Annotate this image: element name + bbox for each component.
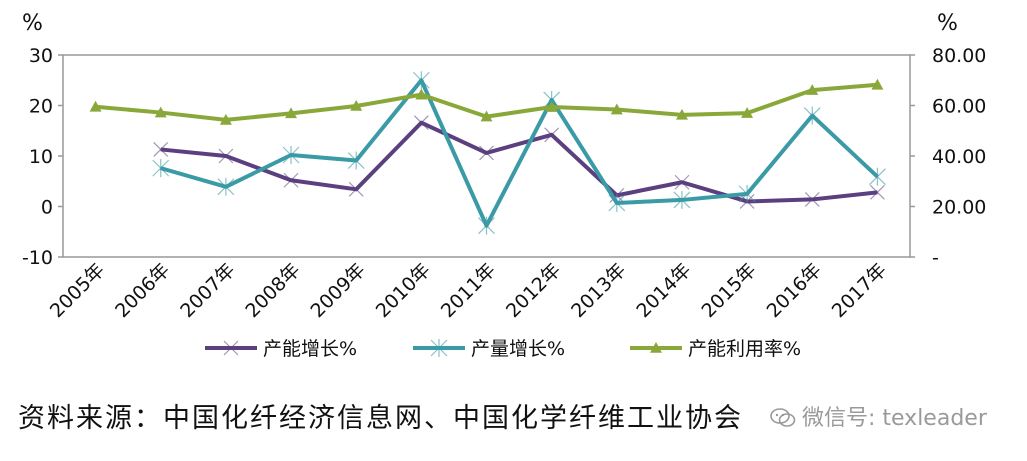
legend-marker bbox=[223, 340, 239, 356]
series-point bbox=[217, 177, 235, 196]
legend-label: 产能利用率% bbox=[688, 338, 801, 360]
series-point bbox=[871, 78, 884, 90]
right-tick-label: 20.00 bbox=[932, 197, 986, 219]
legend: 产能增长% 产量增长% 产能利用率% bbox=[205, 338, 801, 360]
series-point bbox=[478, 216, 495, 235]
series-point bbox=[675, 108, 688, 120]
series-point bbox=[673, 190, 691, 209]
x-tick-label: 2010年 bbox=[372, 259, 435, 322]
series-point bbox=[545, 101, 558, 112]
wechat-icon bbox=[770, 408, 796, 427]
legend-item: 产能增长% bbox=[205, 338, 357, 360]
series-point bbox=[608, 193, 626, 212]
right-tick-label: - bbox=[932, 247, 939, 269]
series-point bbox=[282, 145, 300, 164]
x-tick-label: 2012年 bbox=[502, 259, 565, 322]
series-line bbox=[160, 120, 878, 204]
legend-label: 产量增长% bbox=[471, 338, 565, 360]
series-point bbox=[741, 107, 754, 118]
x-tick-label: 2009年 bbox=[307, 259, 370, 322]
x-tick-label: 2013年 bbox=[567, 259, 630, 322]
series-point bbox=[674, 174, 690, 190]
series-3 bbox=[89, 78, 884, 125]
left-tick-label: 20 bbox=[29, 96, 53, 118]
series-point bbox=[218, 148, 234, 164]
series-point bbox=[350, 100, 363, 111]
watermark: 微信号: texleader bbox=[770, 400, 987, 432]
series-point bbox=[804, 192, 820, 207]
right-tick-label: 60.00 bbox=[932, 96, 986, 118]
series-point bbox=[219, 113, 232, 125]
x-tick-label: 2011年 bbox=[437, 259, 500, 322]
x-tick-label: 2008年 bbox=[241, 259, 304, 322]
series-2 bbox=[152, 71, 886, 235]
x-tick-label: 2006年 bbox=[111, 259, 174, 322]
series-point bbox=[152, 159, 170, 178]
series-point bbox=[285, 107, 298, 119]
x-tick-label: 2007年 bbox=[176, 259, 239, 322]
x-tick-label: 2017年 bbox=[828, 259, 891, 322]
x-tick-label: 2014年 bbox=[632, 259, 695, 322]
legend-item: 产能利用率% bbox=[630, 338, 801, 360]
left-tick-label: -10 bbox=[22, 247, 53, 269]
series-point bbox=[869, 184, 885, 200]
series-point bbox=[347, 151, 365, 170]
x-axis: 2005年 2006年 2007年 2008年 2009年 2010年 2011年 2012年… bbox=[46, 259, 891, 322]
series-point bbox=[415, 88, 428, 100]
series-point bbox=[154, 106, 167, 118]
series-line bbox=[160, 78, 879, 228]
x-tick-label: 2015年 bbox=[697, 259, 760, 322]
watermark-text: 微信号: texleader bbox=[802, 406, 987, 431]
series-point bbox=[348, 181, 364, 197]
left-tick-label: 30 bbox=[29, 45, 53, 67]
series-point bbox=[283, 172, 299, 188]
legend-item: 产量增长% bbox=[413, 338, 565, 360]
series-point bbox=[738, 184, 756, 203]
right-tick-label: 80.00 bbox=[932, 45, 986, 67]
series-point bbox=[480, 110, 493, 122]
legend-label: 产能增长% bbox=[263, 338, 357, 360]
series-point bbox=[412, 71, 430, 90]
series-point bbox=[413, 115, 429, 131]
series-point bbox=[89, 100, 102, 112]
series-point bbox=[806, 84, 819, 95]
legend-marker bbox=[430, 339, 448, 357]
legend-marker bbox=[650, 342, 662, 353]
left-tick-label: 10 bbox=[29, 146, 53, 168]
source-note: 资料来源：中国化纤经济信息网、中国化学纤维工业协会 bbox=[18, 403, 743, 434]
series-point bbox=[803, 106, 821, 125]
right-axis-unit: % bbox=[937, 11, 958, 36]
series-layer bbox=[89, 71, 886, 235]
left-axis-unit: % bbox=[22, 11, 43, 36]
series-point bbox=[544, 127, 560, 143]
series-point bbox=[610, 103, 623, 115]
series-1 bbox=[153, 115, 885, 209]
x-tick-label: 2016年 bbox=[763, 259, 826, 322]
series-point bbox=[479, 145, 494, 161]
series-point bbox=[153, 142, 169, 157]
left-axis: -10 0 10 20 30 bbox=[22, 45, 63, 269]
series-point bbox=[868, 167, 886, 186]
right-axis: - 20.00 40.00 60.00 80.00 bbox=[910, 45, 986, 269]
x-tick-label: 2005年 bbox=[46, 259, 109, 322]
left-tick-label: 0 bbox=[41, 197, 53, 219]
right-tick-label: 40.00 bbox=[932, 146, 986, 168]
